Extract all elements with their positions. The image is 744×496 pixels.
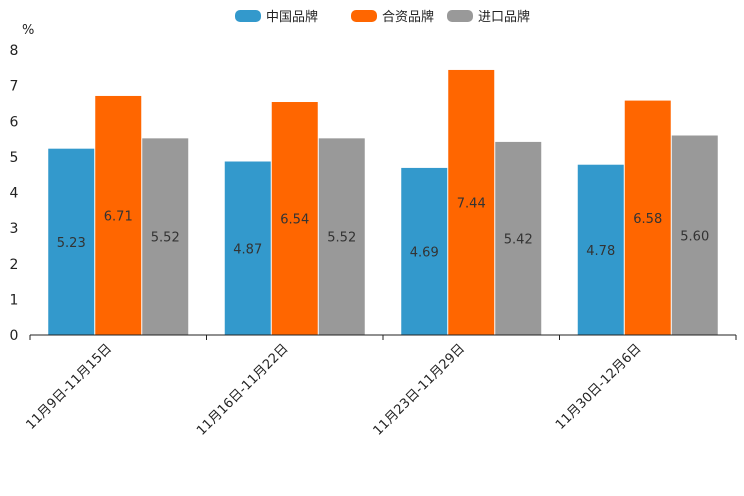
x-category-label: 11月9日-11月15日: [23, 341, 115, 433]
bar-2-3: [448, 69, 495, 335]
y-axis-ticks: 0 1 2 3 4 5 6 7 8: [10, 43, 19, 344]
y-tick-label: 3: [10, 221, 19, 237]
x-category-label: 11月30日-12月6日: [553, 341, 645, 433]
legend-swatch-1: [235, 10, 261, 22]
y-tick-label: 7: [10, 79, 19, 95]
legend-swatch-2: [351, 10, 377, 22]
bar-value-label: 4.69: [410, 245, 439, 260]
bar-2-4: [624, 100, 671, 336]
bar-value-label: 4.78: [586, 244, 615, 259]
x-axis-ticks: [29, 335, 737, 340]
y-axis-unit: %: [22, 23, 34, 38]
bar-1-4: [577, 164, 624, 335]
bar-3-4: [671, 135, 718, 335]
y-tick-label: 4: [10, 186, 19, 202]
legend-label: 合资品牌: [382, 9, 434, 25]
y-tick-label: 5: [10, 150, 19, 166]
y-tick-label: 0: [10, 328, 19, 344]
bar-value-label: 4.87: [233, 242, 262, 257]
legend-label: 中国品牌: [266, 9, 318, 25]
bar-value-label: 5.52: [151, 231, 180, 246]
bar-value-label: 6.58: [633, 212, 662, 227]
x-category-label: 11月16日-11月22日: [194, 341, 291, 438]
bar-2-2: [271, 102, 318, 335]
x-category-label: 11月23日-11月29日: [371, 341, 468, 438]
bar-value-label: 5.52: [327, 231, 356, 246]
bar-1-1: [48, 148, 95, 335]
bar-value-label: 6.71: [104, 209, 133, 224]
bar-value-label: 5.42: [504, 232, 533, 247]
y-tick-label: 1: [10, 292, 19, 308]
x-axis-labels: 11月9日-11月15日 11月16日-11月22日 11月23日-11月29日 11…: [23, 341, 644, 438]
bar-value-label: 5.23: [57, 236, 86, 251]
bar-1-2: [224, 161, 271, 335]
bar-3-2: [318, 138, 365, 335]
y-tick-label: 2: [10, 257, 19, 273]
bar-value-label: 5.60: [680, 229, 709, 244]
bar-3-1: [142, 138, 189, 335]
y-tick-label: 8: [10, 43, 19, 59]
bar-3-3: [495, 141, 542, 335]
bar-2-1: [95, 95, 142, 335]
bar-value-label: 7.44: [457, 196, 486, 211]
bar-labels: 5.23 6.71 5.52 4.87 6.54 5.52 4.69 7.44 5.42 4.78…: [57, 196, 709, 260]
y-tick-label: 6: [10, 114, 19, 130]
bars: [48, 69, 718, 336]
bar-1-3: [401, 167, 448, 335]
legend-label: 进口品牌: [478, 9, 530, 25]
legend: 中国品牌 合资品牌 进口品牌: [235, 9, 530, 25]
legend-swatch-3: [447, 10, 473, 22]
bar-value-label: 6.54: [280, 213, 309, 228]
